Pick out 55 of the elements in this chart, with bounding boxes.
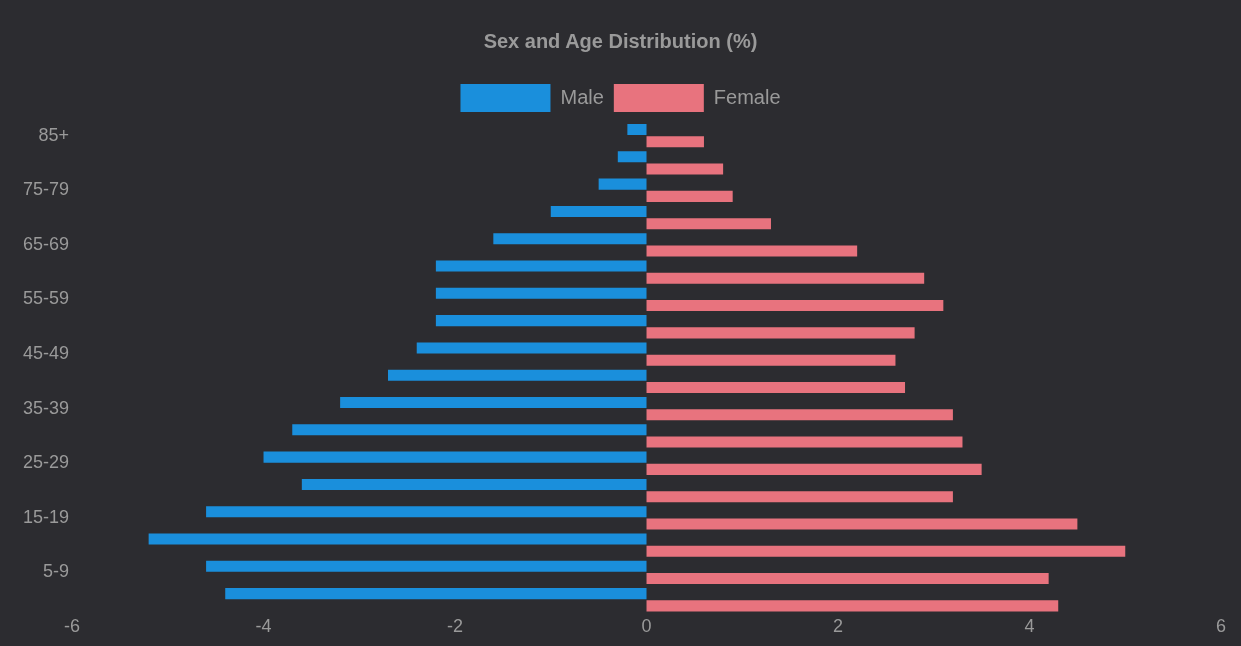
legend-label: Female bbox=[713, 85, 781, 108]
y-tick-label: 75-79 bbox=[22, 179, 70, 200]
y-tick-label: 15-19 bbox=[22, 506, 70, 527]
x-tick-label: 2 bbox=[833, 616, 844, 637]
y-tick-label: 85+ bbox=[38, 124, 70, 145]
bar bbox=[646, 245, 858, 257]
x-tick-label: 0 bbox=[641, 616, 652, 637]
legend-label: Male bbox=[560, 85, 604, 108]
y-tick-label: 45-49 bbox=[22, 343, 70, 364]
bar bbox=[646, 463, 982, 475]
bar bbox=[388, 369, 647, 381]
bar bbox=[646, 381, 906, 394]
x-tick-label: -2 bbox=[447, 616, 464, 637]
bar bbox=[617, 151, 647, 163]
bar bbox=[646, 409, 953, 421]
bar bbox=[148, 533, 647, 545]
bar bbox=[646, 518, 1078, 530]
bar bbox=[646, 190, 733, 202]
bar bbox=[646, 436, 963, 448]
y-tick-label: 25-29 bbox=[22, 452, 70, 473]
bar bbox=[646, 545, 1126, 557]
bar bbox=[646, 573, 1049, 585]
bar bbox=[646, 491, 953, 503]
bar bbox=[646, 272, 925, 284]
bar bbox=[435, 315, 647, 327]
bar bbox=[493, 233, 647, 245]
bar bbox=[301, 478, 647, 490]
bar bbox=[263, 451, 647, 463]
chart-title: Sex and Age Distribution (%) bbox=[483, 29, 758, 52]
y-tick-label: 35-39 bbox=[22, 397, 70, 418]
x-tick-label: -4 bbox=[255, 616, 272, 637]
bar bbox=[627, 123, 647, 136]
bar bbox=[225, 588, 647, 600]
bar bbox=[416, 342, 647, 354]
bar bbox=[598, 178, 647, 190]
bar bbox=[206, 506, 647, 518]
bar bbox=[646, 354, 896, 366]
y-tick-label: 5-9 bbox=[43, 561, 70, 582]
bar bbox=[550, 205, 647, 217]
x-tick-label: 4 bbox=[1024, 616, 1035, 637]
bar bbox=[646, 600, 1059, 612]
bar bbox=[206, 560, 647, 572]
bar bbox=[646, 327, 915, 339]
x-tick-label: -6 bbox=[64, 616, 81, 637]
bar bbox=[340, 396, 647, 409]
bar bbox=[435, 287, 647, 299]
bar bbox=[646, 300, 944, 312]
bar bbox=[646, 163, 724, 175]
bar bbox=[646, 136, 704, 148]
x-tick-label: 6 bbox=[1215, 616, 1227, 637]
bar bbox=[292, 424, 647, 436]
bar bbox=[646, 218, 771, 230]
y-tick-label: 55-59 bbox=[22, 288, 70, 309]
y-tick-label: 65-69 bbox=[22, 233, 70, 254]
bar bbox=[435, 260, 647, 272]
